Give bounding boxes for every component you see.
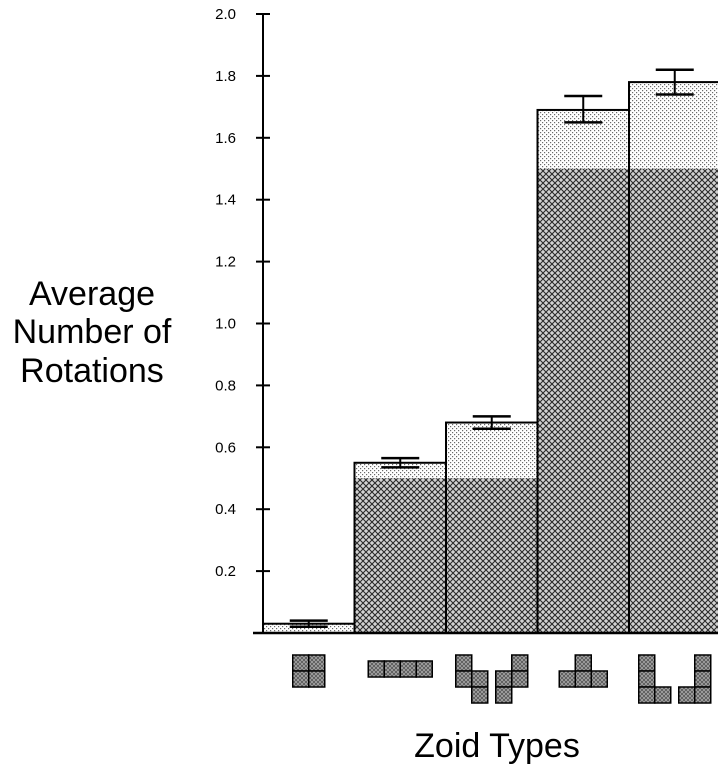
bar-lower-segment: [537, 168, 629, 633]
zoid-cell: [455, 654, 473, 672]
zoid-cell: [367, 660, 385, 678]
zoid-cell: [574, 654, 592, 672]
zoid-cell: [383, 660, 401, 678]
i-zoid-icon: [367, 660, 433, 678]
zoid-icons: [292, 654, 712, 704]
zoid-cell: [495, 686, 513, 704]
y-tick-label: 1.4: [215, 192, 236, 209]
zoid-cell: [471, 686, 489, 704]
y-tick-label: 0.8: [215, 377, 236, 394]
zoid-cell: [511, 670, 529, 688]
bar-lower-segment: [446, 478, 538, 633]
y-axis-title-line-1: Average: [29, 275, 155, 313]
zoid-cell: [638, 686, 656, 704]
zoid-cell: [292, 654, 310, 672]
zoid-cell: [638, 670, 656, 688]
y-tick-label: 2.0: [215, 6, 236, 23]
y-axis-title-line-2: Number of: [13, 313, 172, 351]
zoid-cell: [455, 670, 473, 688]
zoid-cell: [694, 670, 712, 688]
y-tick-label: 0.6: [215, 439, 236, 456]
bar-upper-segment: [263, 623, 355, 633]
zoid-cell: [495, 670, 513, 688]
y-tick-label: 1.8: [215, 68, 236, 85]
t-zoid-icon: [558, 654, 608, 688]
y-tick-label: 1.0: [215, 316, 236, 333]
zoid-cell: [471, 670, 489, 688]
l-j-zoid-icon: [638, 654, 712, 704]
x-axis-title: Zoid Types: [414, 727, 580, 765]
y-tick-label: 0.4: [215, 501, 236, 518]
zoid-cell: [399, 660, 417, 678]
bars: [262, 81, 718, 635]
zoid-cell: [590, 670, 608, 688]
zoid-cell: [415, 660, 433, 678]
bar-lower-segment: [354, 478, 446, 633]
zoid-cell: [292, 670, 310, 688]
zoid-cell: [574, 670, 592, 688]
zoid-cell: [694, 686, 712, 704]
y-tick-label: 0.2: [215, 563, 236, 580]
zoid-cell: [638, 654, 656, 672]
o-zoid-icon: [292, 654, 326, 688]
zoid-cell: [694, 654, 712, 672]
y-tick-label: 1.2: [215, 254, 236, 271]
s-z-zoid-icon: [455, 654, 529, 704]
zoid-cell: [558, 670, 576, 688]
zoid-cell: [678, 686, 696, 704]
zoid-cell: [511, 654, 529, 672]
bar-lower-segment: [629, 168, 718, 633]
y-axis-title-line-3: Rotations: [20, 352, 164, 390]
y-tick-label: 1.6: [215, 130, 236, 147]
zoid-cell: [308, 670, 326, 688]
zoid-cell: [654, 686, 672, 704]
zoid-cell: [308, 654, 326, 672]
error-bars: [289, 68, 694, 629]
y-ticks: 0.2 0.4 0.6 0.8 1.0 1.2 1.4 1.6 1.8 2.0: [215, 6, 270, 580]
